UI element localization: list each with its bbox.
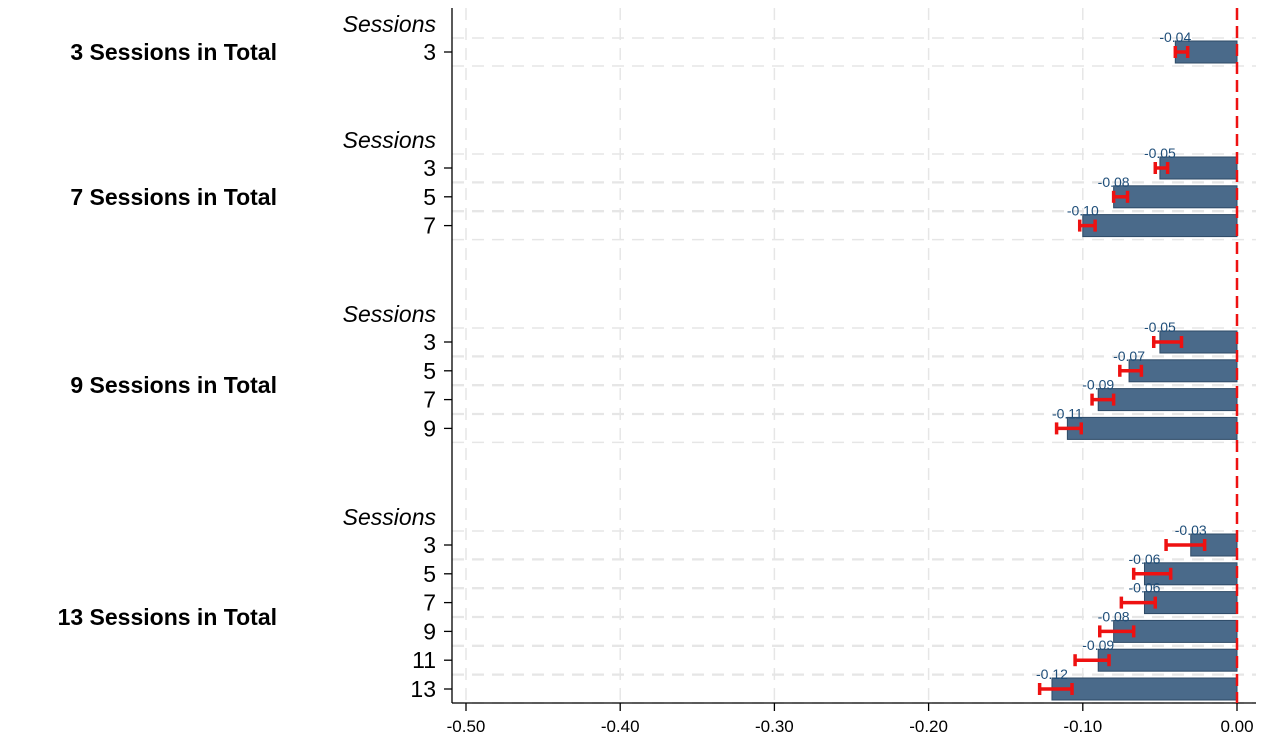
data-label: -0.04: [1159, 29, 1191, 45]
y-tick-label: 5: [423, 184, 436, 210]
data-label: -0.08: [1098, 608, 1130, 624]
bar-layer: [1037, 40, 1238, 701]
data-label: -0.10: [1067, 203, 1099, 219]
y-tick-label: 3: [423, 155, 436, 181]
y-tick-label: 3: [423, 532, 436, 558]
group-subheader: Sessions: [343, 11, 437, 37]
data-label: -0.09: [1082, 637, 1114, 653]
y-tick-label: 3: [423, 329, 436, 355]
bar: [1113, 185, 1238, 209]
group-label: 9 Sessions in Total: [70, 372, 277, 398]
x-tick-label: -0.10: [1063, 717, 1102, 736]
y-tick-label: 5: [423, 358, 436, 384]
bar: [1097, 388, 1238, 412]
data-label: -0.11: [1052, 405, 1083, 421]
data-label: -0.12: [1036, 666, 1068, 682]
x-tick-label: -0.30: [755, 717, 794, 736]
group-subheader: Sessions: [343, 301, 437, 327]
x-tick-label: -0.20: [909, 717, 948, 736]
y-tick-label: 11: [412, 647, 436, 673]
y-tick-label: 9: [423, 415, 436, 441]
group-label: 3 Sessions in Total: [70, 39, 277, 65]
data-label: -0.07: [1113, 348, 1145, 364]
grid-layer: [452, 8, 1256, 704]
bar: [1082, 214, 1238, 238]
bar: [1128, 359, 1238, 383]
y-tick-label: 9: [423, 618, 436, 644]
group-label: 7 Sessions in Total: [70, 184, 277, 210]
y-tick-label: 7: [423, 213, 436, 239]
data-label: -0.09: [1082, 377, 1114, 393]
y-tick-label: 5: [423, 561, 436, 587]
bar: [1066, 416, 1238, 440]
data-label: -0.05: [1144, 145, 1176, 161]
group-subheader: Sessions: [343, 504, 437, 530]
bar: [1097, 648, 1238, 672]
y-tick-label: 3: [423, 39, 436, 65]
axis-layer: -0.50 -0.40 -0.30 -0.20 -0.10 0.00: [444, 8, 1256, 736]
data-label: -0.05: [1144, 319, 1176, 335]
x-tick-label: 0.00: [1220, 717, 1253, 736]
y-tick-label: 7: [423, 387, 436, 413]
group-label: 13 Sessions in Total: [58, 604, 277, 630]
bar: [1051, 677, 1238, 701]
group-subheader: Sessions: [343, 127, 437, 153]
x-tick-label: -0.40: [601, 717, 640, 736]
data-label: -0.06: [1129, 580, 1161, 596]
data-label: -0.06: [1129, 551, 1161, 567]
data-label: -0.08: [1098, 174, 1130, 190]
x-tick-label: -0.50: [447, 717, 486, 736]
y-tick-label: 7: [423, 590, 436, 616]
y-tick-label: 13: [410, 676, 436, 702]
data-label: -0.03: [1175, 522, 1207, 538]
